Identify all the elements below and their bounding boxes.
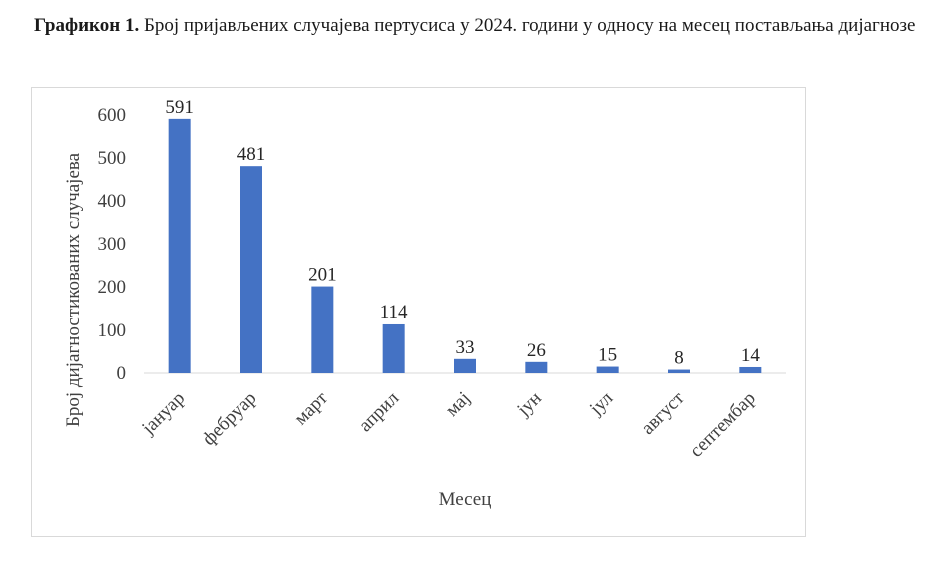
bar-август (668, 369, 690, 373)
data-label: 8 (674, 348, 684, 369)
y-tick-label: 100 (98, 320, 127, 341)
y-tick-label: 500 (98, 148, 127, 169)
bar-мај (454, 358, 476, 373)
x-tick-label: фебруар (198, 388, 260, 450)
x-tick-label: јануар (138, 388, 190, 440)
bar-јул (596, 366, 619, 373)
caption-label: Графикон 1. (34, 15, 140, 36)
bars (168, 118, 762, 374)
x-tick-label: септембар (686, 388, 760, 462)
data-label: 26 (527, 340, 546, 361)
x-axis-label: Месец (439, 489, 492, 510)
bar-март (311, 286, 334, 373)
x-tick-label: август (637, 387, 689, 439)
data-label: 15 (598, 345, 617, 366)
bar-септембар (739, 366, 762, 373)
data-label: 14 (741, 345, 761, 366)
x-tick-label: јун (513, 388, 546, 421)
y-axis-label: Број дијагностикованих случајева (63, 152, 84, 427)
bar-фебруар (240, 166, 262, 373)
caption-text: Број пријављених случајева пертусиса у 2… (143, 15, 916, 36)
bar-април (382, 323, 405, 373)
x-tick-label: април (355, 387, 404, 436)
x-tick-label: мај (442, 388, 475, 421)
data-label: 591 (165, 97, 194, 118)
bar-јун (525, 361, 548, 373)
y-tick-label: 200 (98, 277, 127, 298)
category-labels: јануар фебруар март април мај јун јул августсеп… (138, 387, 760, 461)
data-label: 481 (237, 144, 266, 165)
bar-јануар (168, 118, 191, 374)
y-tick-label: 300 (98, 234, 127, 255)
y-tick-label: 0 (117, 363, 127, 384)
y-tick-label: 400 (98, 191, 127, 212)
data-label: 201 (308, 265, 337, 286)
data-labels: 591 481 201 114 33 26 15 8 14 (165, 97, 760, 369)
chart-frame (31, 87, 806, 537)
y-axis-ticks: 0 100 200 300 400 500 600 (98, 105, 127, 384)
x-tick-label: јул (585, 387, 617, 419)
chart-caption: Графикон 1. Број пријављених случајева п… (34, 10, 924, 41)
data-label: 33 (456, 337, 475, 358)
x-tick-label: март (290, 387, 332, 429)
data-label: 114 (380, 302, 408, 323)
y-tick-label: 600 (98, 105, 127, 126)
